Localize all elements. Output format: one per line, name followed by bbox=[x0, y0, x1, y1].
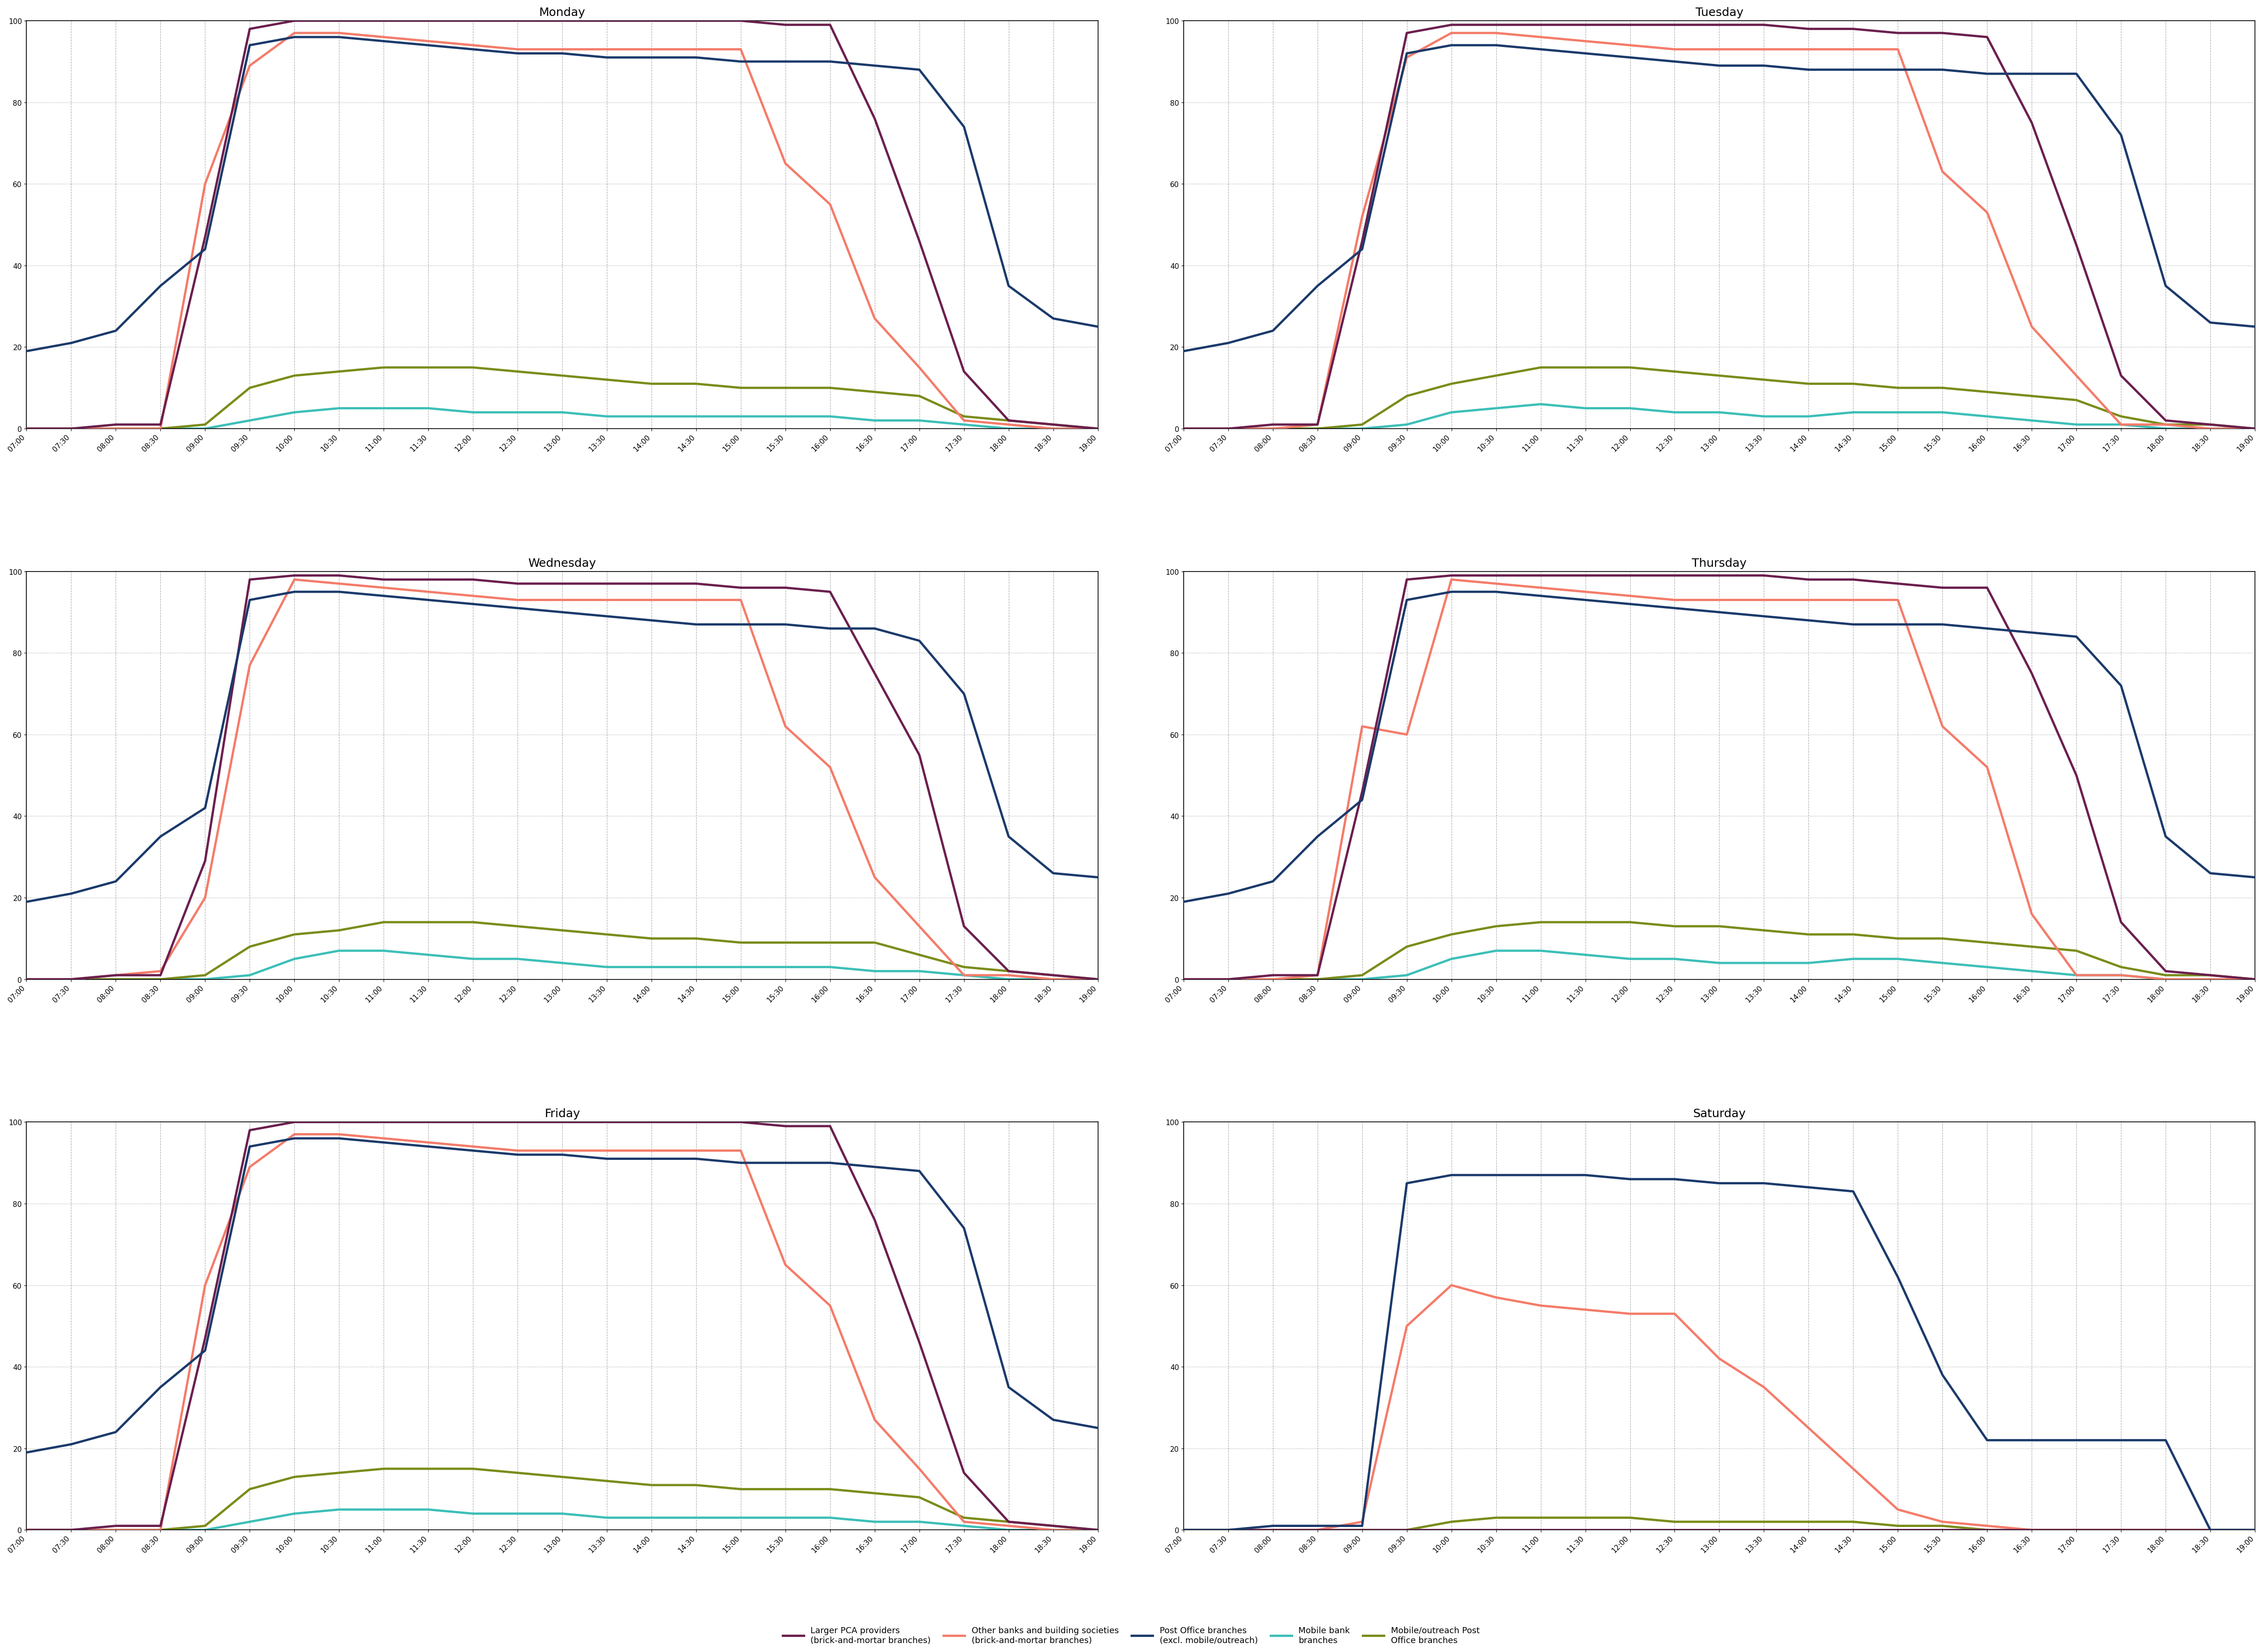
Title: Monday: Monday bbox=[538, 7, 586, 18]
Legend: Larger PCA providers
(brick-and-mortar branches), Other banks and building socie: Larger PCA providers (brick-and-mortar b… bbox=[778, 1622, 1484, 1647]
Title: Wednesday: Wednesday bbox=[529, 557, 597, 568]
Title: Thursday: Thursday bbox=[1692, 557, 1746, 568]
Title: Friday: Friday bbox=[545, 1108, 579, 1120]
Title: Tuesday: Tuesday bbox=[1694, 7, 1744, 18]
Title: Saturday: Saturday bbox=[1692, 1108, 1746, 1120]
